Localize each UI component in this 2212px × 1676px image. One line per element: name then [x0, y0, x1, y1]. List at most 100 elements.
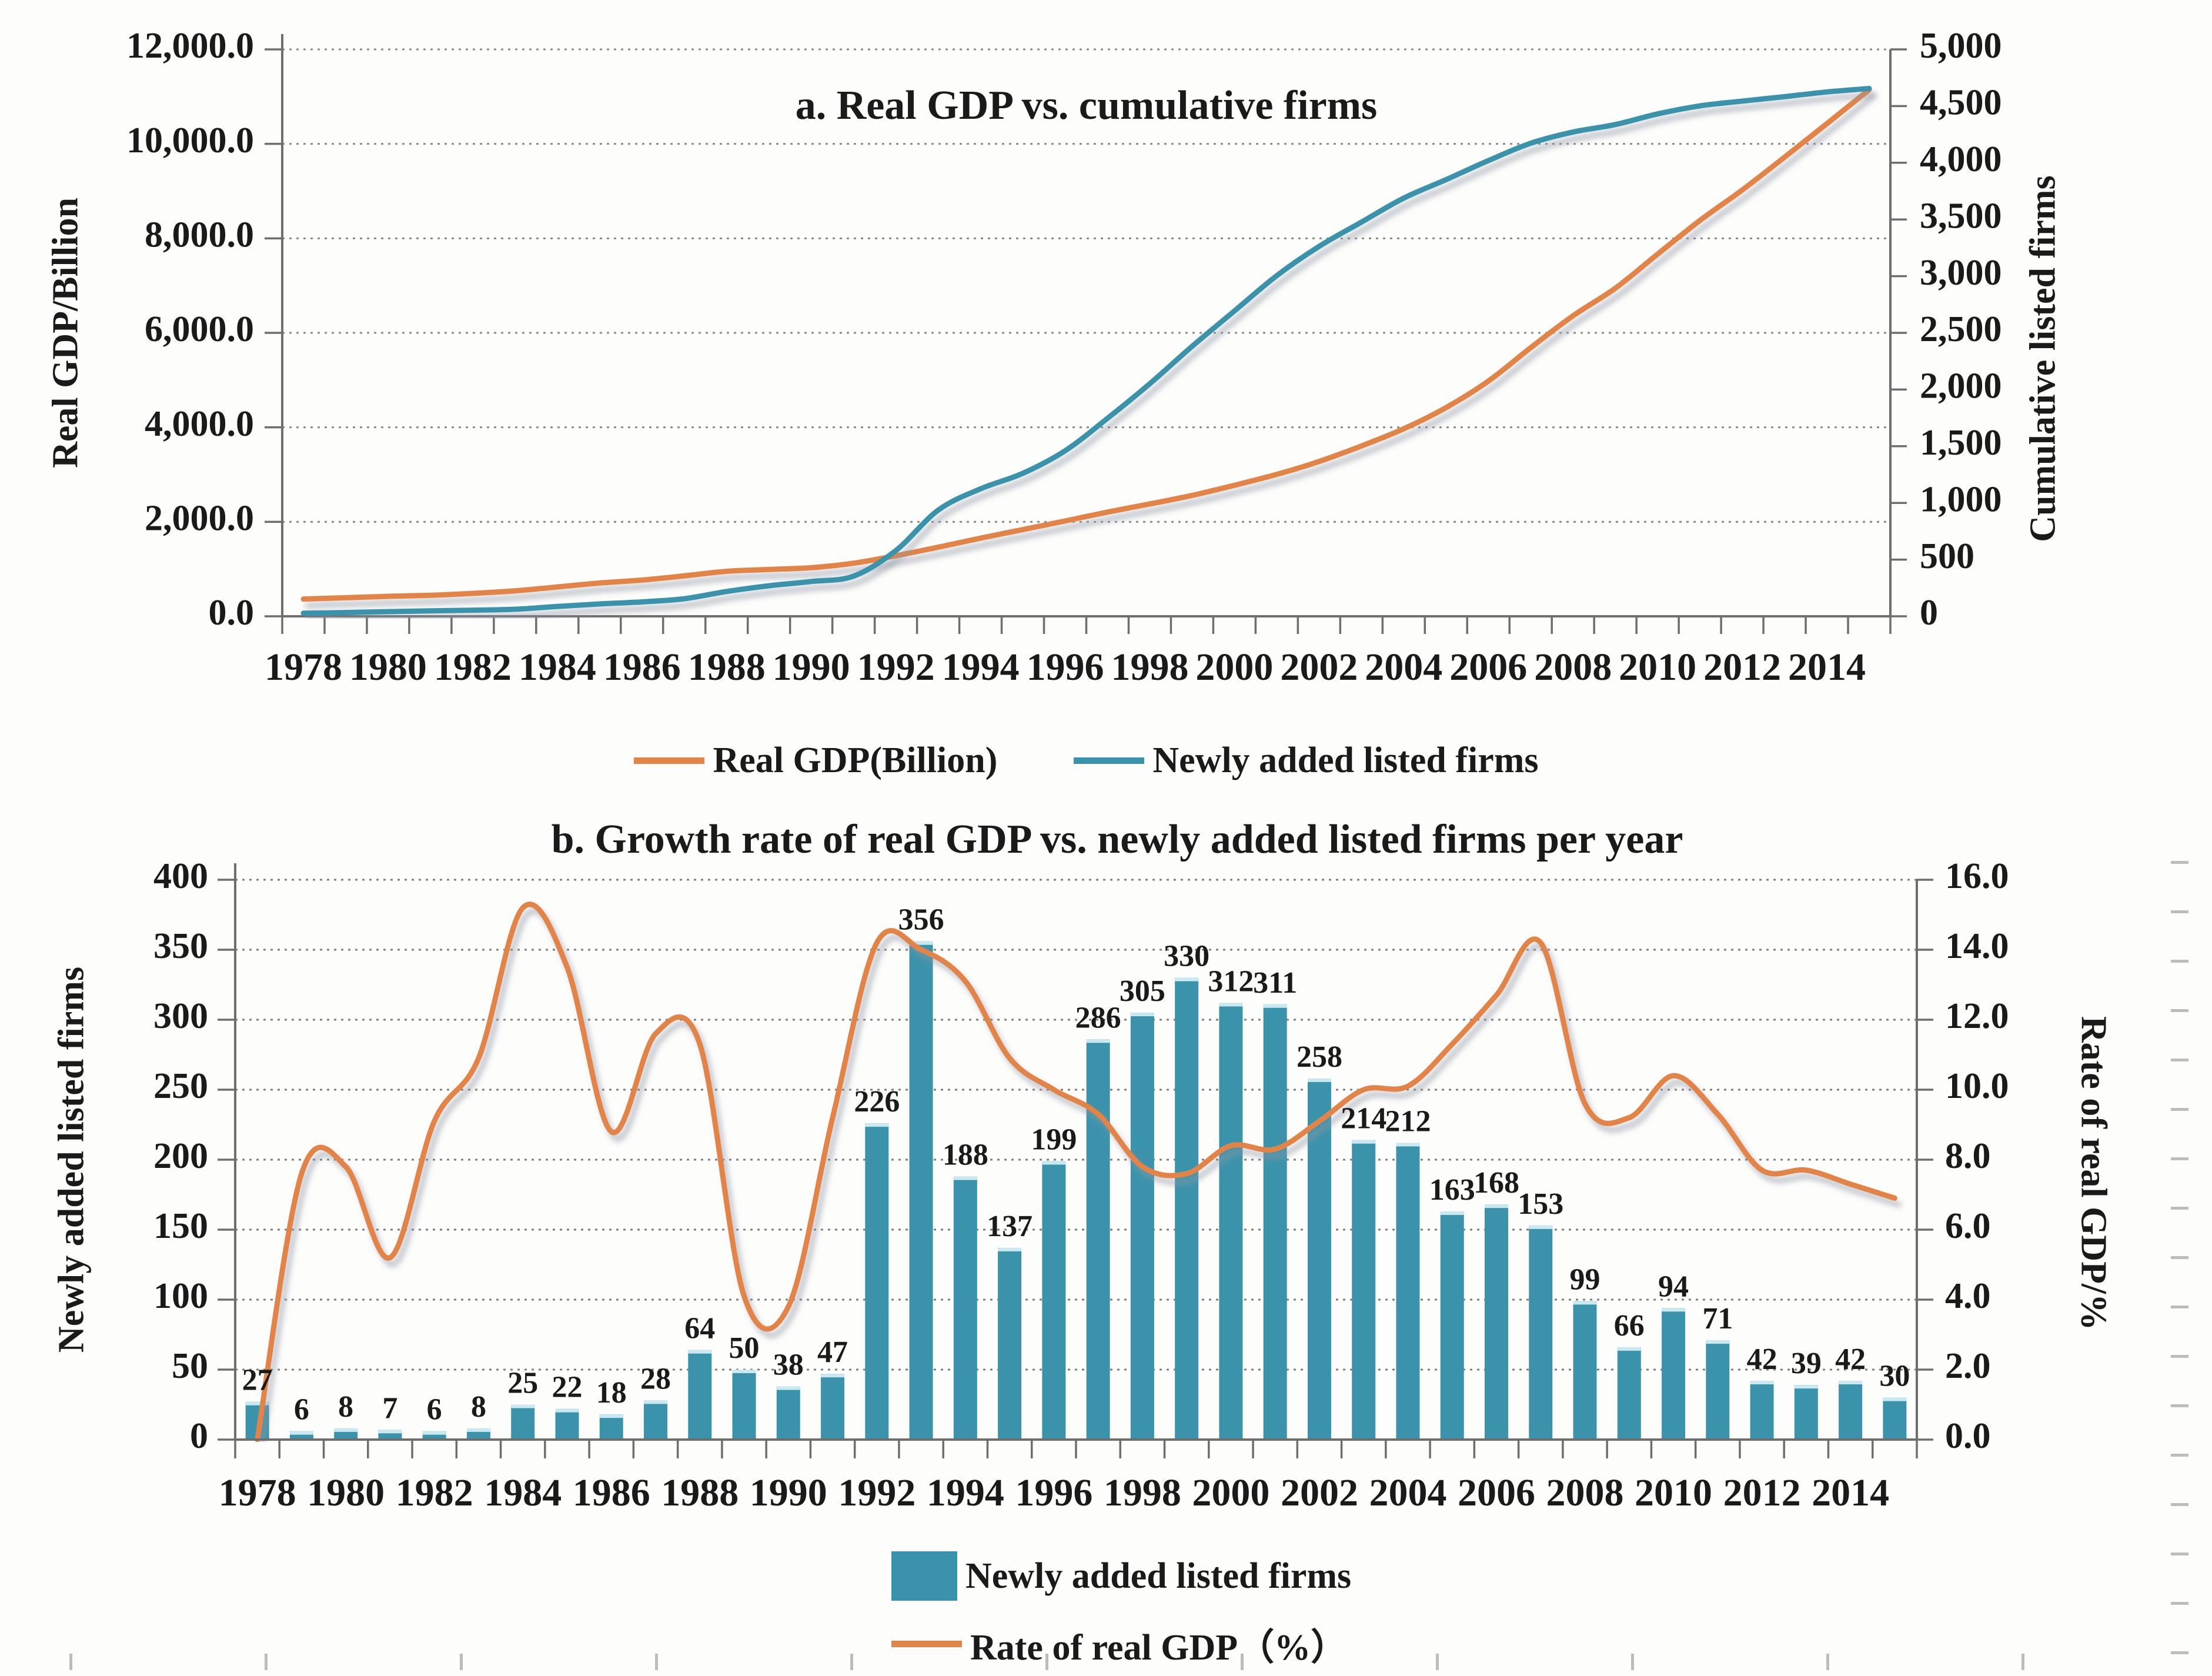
bar-value-label: 38 [773, 1348, 804, 1382]
bar [1086, 1039, 1110, 1440]
newly-added-firms-line-swatch [1074, 757, 1145, 764]
bar-value-label: 8 [471, 1390, 486, 1424]
x-tick-label: 2010 [1619, 646, 1696, 689]
bar-value-label: 22 [552, 1371, 582, 1404]
bar [953, 1176, 977, 1440]
bar-value-label: 27 [242, 1364, 273, 1397]
legend-label-newly-added-firms: Newly added listed firms [1152, 740, 1539, 780]
bar [1485, 1204, 1508, 1440]
bar-value-label: 30 [1879, 1360, 1910, 1393]
x-tick-label: 1998 [1104, 1471, 1181, 1514]
panel-b-plot: 0501001502002503003504000.02.04.06.08.01… [153, 856, 2009, 1514]
y-left-tick-label: 10,000.0 [126, 121, 254, 161]
bar-cap [688, 1350, 712, 1354]
bar [1130, 1013, 1154, 1440]
bar-value-label: 214 [1341, 1102, 1386, 1136]
bar-value-label: 71 [1702, 1302, 1733, 1336]
bar-value-label: 66 [1614, 1309, 1645, 1343]
bar-cap [1307, 1078, 1331, 1082]
bar-value-label: 6 [294, 1393, 309, 1427]
bar-value-label: 258 [1297, 1040, 1342, 1074]
bar [1839, 1381, 1863, 1440]
x-tick-label: 1980 [349, 646, 427, 689]
bar-value-label: 356 [898, 903, 944, 937]
y-left-tick-label: 400 [153, 856, 208, 896]
bar-cap [1617, 1347, 1641, 1351]
bar-cap [1440, 1211, 1464, 1216]
x-tick-label: 2010 [1635, 1471, 1712, 1514]
gdp-rate-line [255, 902, 1897, 1442]
panel-a-legend: Real GDP(Billion) Newly added listed fir… [282, 740, 1890, 782]
legend-item-newly-added-firms: Newly added listed firms [1074, 740, 1539, 782]
bar-cap [1750, 1381, 1774, 1385]
y-left-tick-label: 250 [153, 1066, 208, 1106]
bar [688, 1350, 712, 1440]
panel-a-y-right-axis-title: Cumulative listed firms [2023, 175, 2063, 542]
bar-cap [776, 1386, 800, 1390]
y-right-tick-label: 3,500 [1920, 196, 2002, 236]
x-tick-label: 2004 [1365, 646, 1442, 689]
bar-value-label: 137 [987, 1210, 1033, 1243]
y-right-tick-label: 2,500 [1920, 309, 2002, 349]
bar [1175, 977, 1199, 1440]
bar-value-label: 305 [1120, 974, 1165, 1008]
x-tick-label: 1992 [857, 646, 935, 689]
bar [865, 1123, 889, 1440]
y-right-tick-label: 500 [1920, 536, 1974, 576]
x-tick-label: 2000 [1192, 1471, 1269, 1514]
bar-cap [1352, 1140, 1376, 1144]
bar-cap [1396, 1143, 1420, 1147]
bar-value-label: 28 [640, 1362, 671, 1395]
bar-cap [334, 1428, 358, 1432]
bar-value-label: 226 [854, 1085, 900, 1119]
y-left-tick-label: 2,000.0 [145, 499, 254, 539]
x-tick-label: 2002 [1280, 646, 1358, 689]
bar [555, 1408, 579, 1440]
bar [1706, 1340, 1730, 1440]
bar-cap [1794, 1385, 1818, 1389]
y-left-tick-label: 350 [153, 926, 208, 966]
bar-value-label: 286 [1075, 1001, 1121, 1034]
bar-value-label: 94 [1658, 1270, 1689, 1303]
y-left-tick-label: 200 [153, 1136, 208, 1176]
bar-cap [245, 1401, 269, 1405]
bar-value-label: 18 [596, 1376, 627, 1410]
bar [1662, 1308, 1686, 1440]
panel-a-y-left-axis-title: Real GDP/Billion [45, 198, 86, 468]
y-right-tick-label: 2.0 [1945, 1346, 1991, 1386]
bar-cap [1175, 977, 1199, 981]
bar-value-label: 7 [382, 1391, 397, 1425]
bar-value-label: 163 [1429, 1173, 1475, 1207]
y-right-tick-label: 10.0 [1945, 1066, 2009, 1106]
gdp-rate-line-swatch [891, 1640, 962, 1647]
x-tick-label: 1978 [219, 1471, 296, 1514]
legend-item-real-gdp: Real GDP(Billion) [634, 740, 997, 782]
x-tick-label: 1998 [1111, 646, 1188, 689]
bar-cap [422, 1431, 446, 1435]
bar-cap [1706, 1340, 1730, 1344]
y-right-tick-label: 2,000 [1920, 366, 2002, 406]
y-left-tick-label: 6,000.0 [145, 309, 254, 349]
x-tick-label: 2008 [1546, 1471, 1624, 1514]
x-tick-label: 1978 [265, 646, 342, 689]
y-right-tick-label: 14.0 [1945, 926, 2009, 966]
bar [1883, 1397, 1907, 1440]
x-tick-label: 1990 [773, 646, 850, 689]
legend-label-real-gdp: Real GDP(Billion) [713, 740, 998, 780]
scan-artifact-right-edge [2171, 861, 2188, 1661]
bar-cap [998, 1247, 1022, 1251]
y-right-tick-label: 1,000 [1920, 479, 2002, 519]
x-tick-label: 2006 [1458, 1471, 1535, 1514]
y-right-tick-label: 3,000 [1920, 253, 2002, 293]
x-tick-label: 2012 [1703, 646, 1781, 689]
cumulative-firms-line [300, 86, 1872, 616]
bar-cap [466, 1428, 490, 1432]
bar-cap [909, 941, 933, 945]
bar-value-label: 99 [1570, 1263, 1600, 1296]
bar [1219, 1003, 1243, 1440]
bar-value-label: 39 [1791, 1347, 1822, 1380]
y-right-tick-label: 12.0 [1945, 996, 2009, 1036]
bar [1263, 1004, 1287, 1440]
